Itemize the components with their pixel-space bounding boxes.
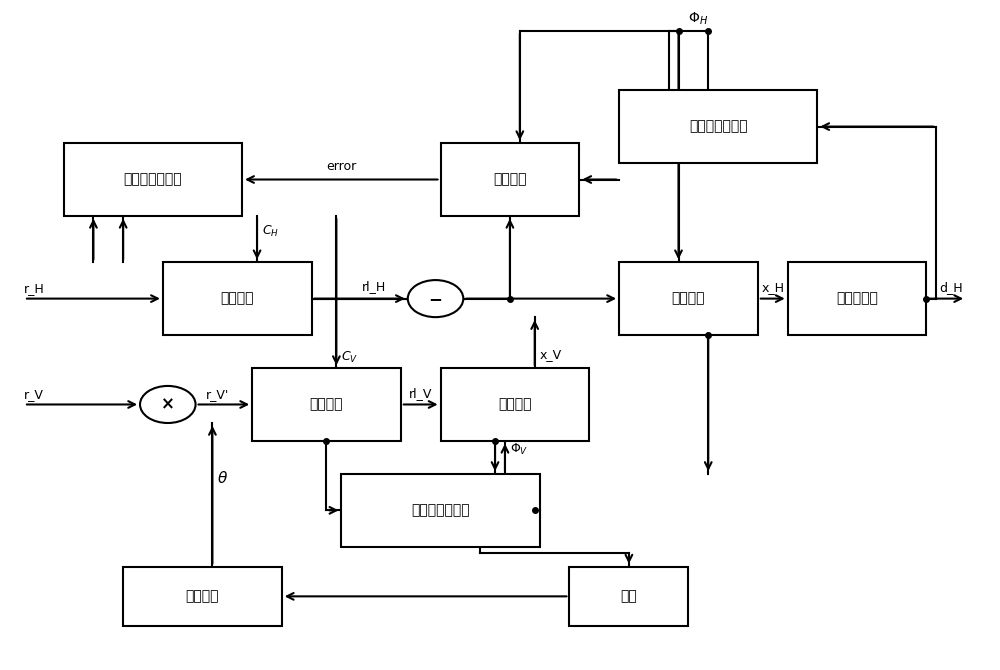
- Text: $\theta$: $\theta$: [217, 470, 228, 486]
- Text: 滤波器系数更新: 滤波器系数更新: [124, 172, 182, 186]
- FancyBboxPatch shape: [64, 143, 242, 216]
- Text: r_H: r_H: [24, 282, 45, 295]
- Text: $C_H$: $C_H$: [262, 224, 279, 239]
- Text: x_V: x_V: [540, 348, 562, 362]
- Text: 从滤波器: 从滤波器: [310, 397, 343, 411]
- FancyBboxPatch shape: [441, 143, 579, 216]
- Text: 从细校正: 从细校正: [498, 397, 532, 411]
- FancyBboxPatch shape: [619, 262, 758, 335]
- FancyBboxPatch shape: [123, 567, 282, 626]
- Text: 主滤波器: 主滤波器: [220, 291, 254, 306]
- Text: 星座点判决: 星座点判决: [836, 291, 878, 306]
- Text: −: −: [429, 289, 442, 308]
- Text: $C_V$: $C_V$: [341, 350, 359, 364]
- Text: rl_H: rl_H: [361, 280, 386, 293]
- Text: 从相位误差检测: 从相位误差检测: [411, 503, 470, 517]
- Text: 误差检测: 误差检测: [493, 172, 527, 186]
- Text: $\Phi_V$: $\Phi_V$: [510, 442, 528, 458]
- FancyBboxPatch shape: [788, 262, 926, 335]
- Circle shape: [408, 280, 463, 317]
- Text: $\Phi_H$: $\Phi_H$: [688, 11, 709, 27]
- FancyBboxPatch shape: [619, 90, 817, 163]
- Text: r_V: r_V: [24, 388, 44, 401]
- Text: 主相位误差检测: 主相位误差检测: [689, 119, 747, 133]
- FancyBboxPatch shape: [569, 567, 688, 626]
- Text: ×: ×: [161, 395, 175, 413]
- FancyBboxPatch shape: [341, 474, 540, 547]
- Text: error: error: [326, 160, 356, 173]
- Text: 相位累加: 相位累加: [186, 590, 219, 604]
- Circle shape: [140, 386, 196, 423]
- FancyBboxPatch shape: [441, 368, 589, 441]
- Text: 扫频: 扫频: [621, 590, 637, 604]
- Text: rl_V: rl_V: [409, 387, 432, 400]
- Text: x_H: x_H: [761, 281, 784, 294]
- Text: d_H: d_H: [939, 281, 963, 294]
- FancyBboxPatch shape: [163, 262, 312, 335]
- Text: r_V': r_V': [205, 388, 229, 401]
- FancyBboxPatch shape: [252, 368, 401, 441]
- Text: 精细校正: 精细校正: [672, 291, 705, 306]
